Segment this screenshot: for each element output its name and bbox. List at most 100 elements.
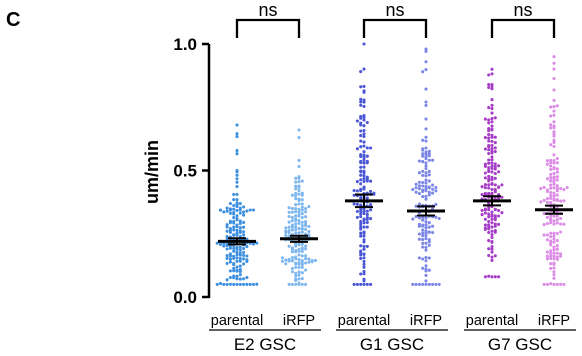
data-point bbox=[487, 144, 491, 148]
data-point bbox=[235, 214, 239, 218]
data-point bbox=[483, 164, 487, 168]
data-point bbox=[424, 155, 428, 159]
data-point bbox=[421, 138, 425, 142]
data-point bbox=[424, 255, 428, 260]
data-point bbox=[480, 208, 484, 212]
data-point bbox=[235, 268, 239, 272]
data-point bbox=[493, 167, 497, 171]
data-point bbox=[365, 213, 369, 217]
data-point bbox=[235, 252, 239, 257]
data-point bbox=[287, 231, 291, 235]
data-point bbox=[238, 264, 242, 268]
data-point bbox=[365, 120, 369, 125]
data-point bbox=[225, 256, 229, 260]
data-point bbox=[242, 220, 246, 224]
data-point bbox=[555, 251, 559, 255]
data-point bbox=[362, 115, 366, 120]
data-point bbox=[490, 187, 494, 191]
data-point bbox=[362, 174, 366, 178]
data-point bbox=[490, 155, 494, 159]
data-point bbox=[300, 254, 304, 258]
data-point bbox=[490, 133, 494, 137]
data-point bbox=[290, 207, 294, 211]
data-point bbox=[355, 202, 359, 206]
data-point bbox=[365, 161, 369, 165]
data-point bbox=[421, 241, 425, 245]
data-point bbox=[310, 260, 314, 264]
data-point bbox=[232, 192, 236, 196]
data-point bbox=[559, 254, 563, 258]
data-point bbox=[424, 171, 428, 175]
data-point bbox=[552, 113, 556, 117]
data-point bbox=[225, 247, 229, 251]
data-point bbox=[297, 243, 301, 247]
data-point bbox=[487, 151, 491, 156]
data-point bbox=[483, 211, 487, 215]
data-point bbox=[549, 243, 553, 247]
data-point bbox=[297, 265, 301, 269]
data-point bbox=[480, 213, 484, 217]
data-point bbox=[424, 87, 428, 91]
data-point bbox=[549, 126, 553, 130]
data-point bbox=[542, 198, 546, 202]
data-point bbox=[218, 208, 223, 212]
data-point bbox=[555, 104, 559, 108]
data-point bbox=[552, 134, 556, 138]
data-point bbox=[497, 170, 501, 174]
data-point bbox=[235, 274, 239, 278]
data-point bbox=[483, 207, 487, 211]
data-point bbox=[552, 161, 556, 165]
condition-label: iRFP bbox=[410, 313, 442, 329]
data-point bbox=[362, 221, 366, 225]
data-point bbox=[417, 237, 421, 241]
data-point bbox=[424, 231, 428, 235]
y-tick-label: 0.0 bbox=[173, 288, 197, 307]
data-point bbox=[300, 276, 304, 281]
data-point bbox=[424, 282, 428, 286]
data-point bbox=[225, 234, 229, 239]
data-point bbox=[549, 218, 553, 222]
data-point bbox=[238, 208, 242, 212]
data-point bbox=[245, 254, 249, 258]
data-point bbox=[359, 173, 363, 177]
data-point bbox=[490, 181, 494, 186]
data-point bbox=[421, 195, 425, 199]
data-point bbox=[225, 229, 229, 233]
data-point bbox=[297, 192, 301, 196]
data-point bbox=[424, 273, 428, 277]
data-point bbox=[232, 263, 236, 267]
data-point bbox=[490, 258, 494, 262]
data-point bbox=[493, 229, 497, 233]
data-point bbox=[562, 282, 566, 286]
data-point bbox=[493, 176, 497, 180]
data-point bbox=[427, 282, 431, 286]
data-point bbox=[539, 200, 543, 204]
data-point bbox=[555, 156, 559, 161]
data-point bbox=[297, 249, 301, 253]
data-point bbox=[424, 103, 428, 107]
data-point bbox=[242, 253, 246, 257]
data-point bbox=[297, 210, 301, 214]
data-point bbox=[434, 215, 438, 219]
significance-label: ns bbox=[513, 0, 532, 20]
data-point bbox=[290, 247, 294, 251]
category-labels: parental iRFP E2 GSC parental iRFP G1 GSC pare… bbox=[209, 313, 576, 354]
data-point bbox=[431, 282, 435, 286]
data-point bbox=[414, 204, 418, 208]
data-point bbox=[235, 149, 239, 153]
data-point bbox=[552, 234, 556, 238]
data-point bbox=[487, 223, 491, 227]
data-point bbox=[362, 279, 366, 283]
data-point bbox=[549, 183, 553, 187]
data-point bbox=[238, 256, 242, 261]
data-point bbox=[497, 196, 501, 200]
data-point bbox=[365, 146, 369, 150]
data-point bbox=[294, 194, 298, 198]
data-point bbox=[497, 164, 501, 168]
data-point bbox=[225, 261, 229, 265]
data-point bbox=[294, 214, 298, 218]
data-point bbox=[362, 132, 366, 136]
data-point bbox=[235, 250, 239, 254]
data-point bbox=[421, 169, 425, 173]
data-point bbox=[365, 217, 369, 221]
